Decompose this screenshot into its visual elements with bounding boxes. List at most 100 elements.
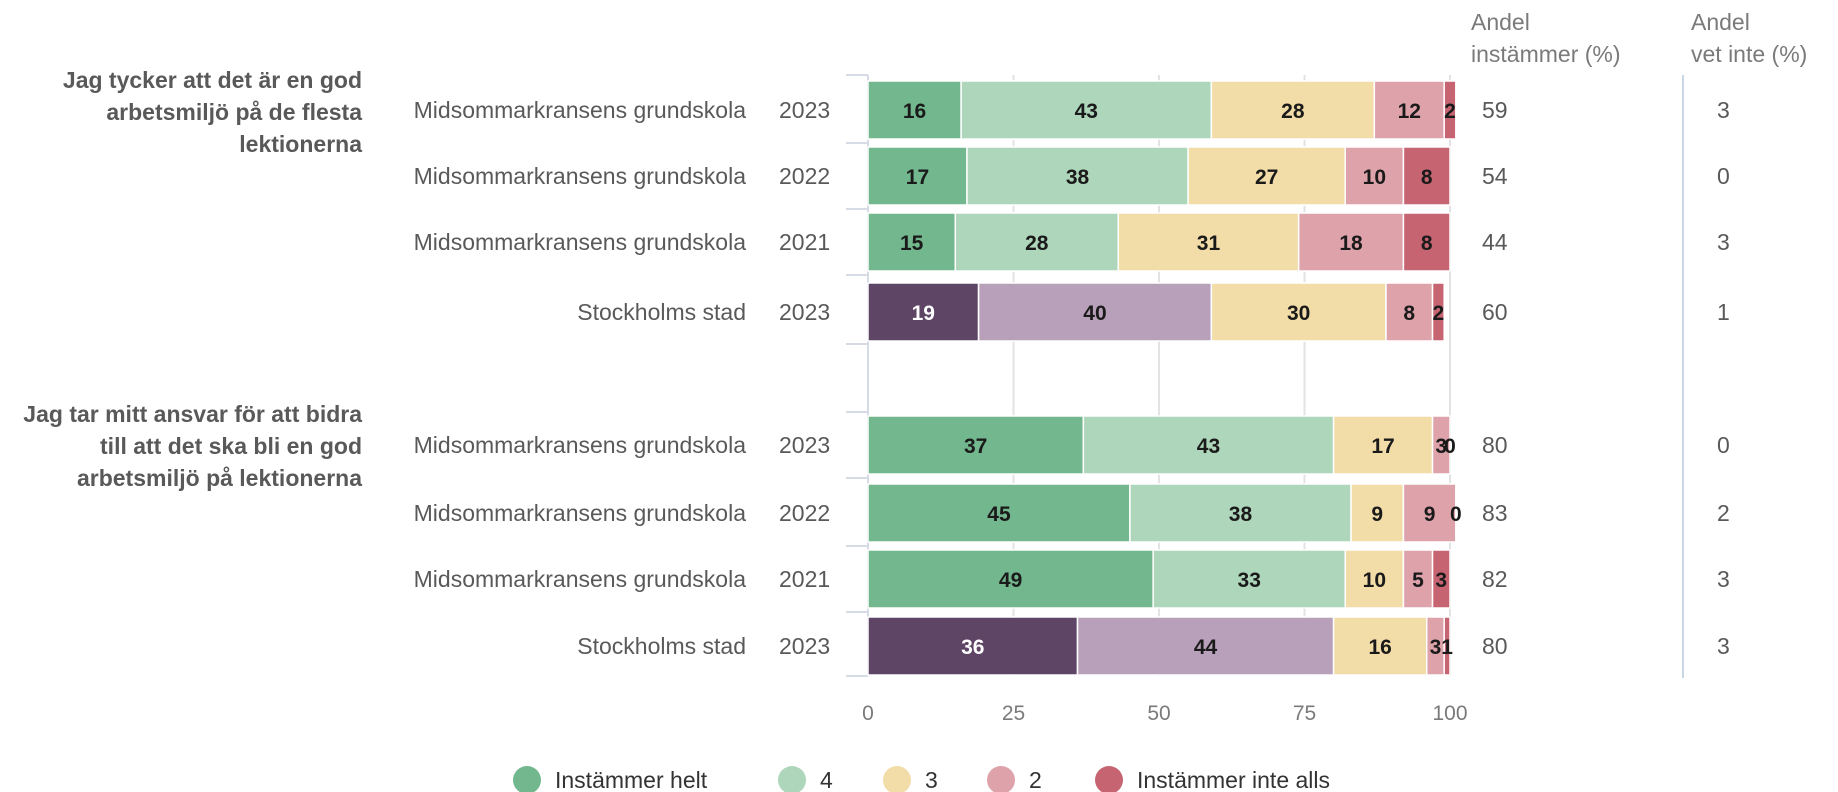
bar-value-label: 40 — [1083, 302, 1106, 325]
bar-segment — [867, 549, 1154, 609]
bar-segment — [1082, 415, 1335, 475]
bar-segment — [1402, 146, 1451, 206]
bar-value-label: 33 — [1238, 569, 1261, 592]
bar-value-label: 3 — [1430, 636, 1442, 659]
bar-value-label: 19 — [912, 302, 935, 325]
bar-value-label: 16 — [1368, 636, 1391, 659]
bar-value-label: 3 — [1435, 569, 1447, 592]
bar-segment — [1129, 483, 1352, 543]
bar-value-label: 2 — [1433, 302, 1445, 325]
row-label: Midsommarkransens grundskola — [414, 566, 747, 592]
bar-value-label: 45 — [987, 503, 1011, 526]
question-label: Jag tar mitt ansvar för att bidra — [23, 401, 362, 427]
x-tick-label: 75 — [1293, 702, 1316, 725]
bar-value-label: 37 — [964, 435, 987, 458]
row-label: Midsommarkransens grundskola — [414, 229, 747, 255]
bar-value-label: 1 — [1441, 636, 1453, 659]
bar-segment — [1187, 146, 1346, 206]
bar-value-label: 8 — [1403, 302, 1415, 325]
bar-value-label: 17 — [906, 166, 929, 189]
bar-segment — [1431, 415, 1451, 475]
bar-segment — [1385, 282, 1434, 342]
row-year: 2023 — [779, 299, 830, 325]
dont-know-share: 2 — [1717, 500, 1730, 526]
dont-know-share: 3 — [1717, 633, 1730, 659]
bar-value-label: 49 — [999, 569, 1022, 592]
agree-share: 59 — [1482, 97, 1508, 123]
bar-segment — [1431, 549, 1451, 609]
legend-swatch — [987, 766, 1015, 792]
bar-segment — [1443, 80, 1457, 140]
dont-know-header: vet inte (%) — [1691, 41, 1807, 67]
bar-value-label: 8 — [1421, 232, 1433, 255]
bar-segment — [954, 212, 1120, 272]
bar-segment — [867, 212, 957, 272]
row-year: 2022 — [779, 163, 830, 189]
bar-value-label: 2 — [1444, 100, 1456, 123]
row-year: 2023 — [779, 633, 830, 659]
bar-segment — [1431, 282, 1445, 342]
agree-share: 60 — [1482, 299, 1508, 325]
bar-value-label: 38 — [1229, 503, 1253, 526]
x-tick-label: 50 — [1147, 702, 1170, 725]
question-label: arbetsmiljö på lektionerna — [77, 465, 362, 491]
bar-segment — [1402, 212, 1451, 272]
agree-share: 83 — [1482, 500, 1508, 526]
bar-segment — [1117, 212, 1300, 272]
legend-swatch — [778, 766, 806, 792]
bar-segment — [1152, 549, 1346, 609]
x-tick-label: 100 — [1432, 702, 1467, 725]
dont-know-share: 0 — [1717, 432, 1730, 458]
bar-segment — [1402, 549, 1434, 609]
bar-value-label: 10 — [1363, 569, 1386, 592]
bar-segment — [977, 282, 1213, 342]
bar-segment — [867, 146, 968, 206]
agree-header: instämmer (%) — [1471, 41, 1621, 67]
bar-value-label: 43 — [1197, 435, 1220, 458]
bar-value-label: 30 — [1287, 302, 1310, 325]
bars — [867, 80, 1457, 676]
dont-know-header: Andel — [1691, 9, 1750, 35]
bar-segment — [1344, 146, 1405, 206]
bar-value-label: 0 — [1450, 503, 1462, 526]
bar-segment — [1350, 483, 1405, 543]
bar-value-label: 31 — [1197, 232, 1221, 255]
bar-value-label: 8 — [1421, 166, 1433, 189]
bar-value-label: 38 — [1066, 166, 1090, 189]
bar-segment — [1344, 549, 1405, 609]
bar-value-label: 28 — [1281, 100, 1305, 123]
bar-value-label: 15 — [900, 232, 924, 255]
row-year: 2022 — [779, 500, 830, 526]
agree-share: 82 — [1482, 566, 1508, 592]
bar-segment — [960, 80, 1213, 140]
bar-value-label: 28 — [1025, 232, 1049, 255]
bar-value-label: 16 — [903, 100, 926, 123]
bar-segment — [1443, 616, 1451, 676]
row-year: 2023 — [779, 97, 830, 123]
bar-value-label: 9 — [1371, 503, 1383, 526]
row-year: 2021 — [779, 229, 830, 255]
row-year: 2021 — [779, 566, 830, 592]
bar-segment — [1210, 282, 1387, 342]
x-tick-label: 25 — [1002, 702, 1025, 725]
legend-label: 4 — [820, 767, 833, 792]
bar-segment — [1332, 616, 1428, 676]
row-year: 2023 — [779, 432, 830, 458]
bar-segment — [867, 80, 962, 140]
row-label: Midsommarkransens grundskola — [414, 163, 747, 189]
bar-value-label: 44 — [1194, 636, 1218, 659]
row-label: Midsommarkransens grundskola — [414, 500, 747, 526]
bar-value-label: 17 — [1371, 435, 1394, 458]
bar-segment — [966, 146, 1189, 206]
agree-header: Andel — [1471, 9, 1530, 35]
dont-know-share: 3 — [1717, 229, 1730, 255]
agree-share: 54 — [1482, 163, 1508, 189]
bar-value-label: 36 — [961, 636, 984, 659]
legend-swatch — [1095, 766, 1123, 792]
dont-know-share: 3 — [1717, 97, 1730, 123]
bar-segment — [867, 282, 980, 342]
question-label: arbetsmiljö på de flesta — [106, 99, 362, 125]
bar-value-label: 10 — [1363, 166, 1386, 189]
